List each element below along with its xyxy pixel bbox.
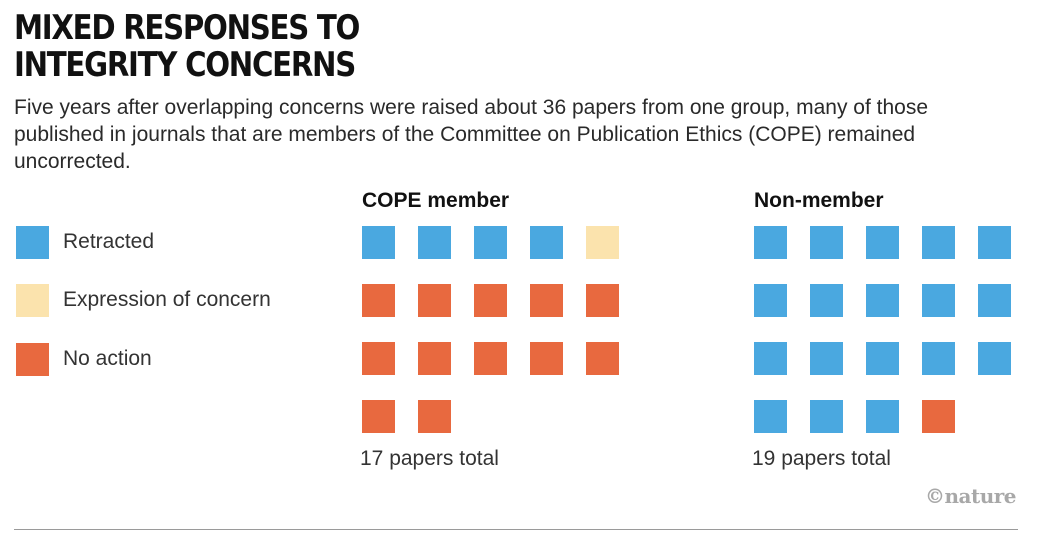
- waffle-square-retracted: [754, 342, 787, 375]
- legend-swatch-no-action: [16, 343, 49, 376]
- waffle-square-retracted: [810, 226, 843, 259]
- waffle-square-retracted: [866, 226, 899, 259]
- bottom-divider: [14, 529, 1018, 530]
- waffle-square-retracted: [866, 342, 899, 375]
- waffle-cope-member: [362, 226, 622, 436]
- panel-title-non-member: Non-member: [754, 189, 884, 212]
- panel-title-cope-member: COPE member: [362, 189, 510, 212]
- waffle-square-no-action: [530, 284, 563, 317]
- nature-credit: ©nature: [924, 484, 1017, 508]
- legend-label-no-action: No action: [63, 347, 152, 370]
- waffle-square-retracted: [754, 284, 787, 317]
- legend-swatch-expression-of-concern: [16, 284, 49, 317]
- waffle-square-retracted: [978, 226, 1011, 259]
- waffle-square-no-action: [922, 400, 955, 433]
- chart-subtitle: Five years after overlapping concerns we…: [14, 96, 929, 173]
- waffle-square-retracted: [810, 400, 843, 433]
- waffle-square-retracted: [754, 400, 787, 433]
- waffle-square-no-action: [586, 342, 619, 375]
- waffle-square-no-action: [362, 342, 395, 375]
- waffle-square-retracted: [866, 284, 899, 317]
- waffle-square-retracted: [362, 226, 395, 259]
- panel-total-cope-member: 17 papers total: [360, 447, 499, 470]
- waffle-square-no-action: [530, 342, 563, 375]
- waffle-square-expression-of-concern: [586, 226, 619, 259]
- waffle-square-retracted: [922, 226, 955, 259]
- legend-swatch-retracted: [16, 226, 49, 259]
- waffle-square-no-action: [362, 400, 395, 433]
- waffle-square-retracted: [810, 342, 843, 375]
- waffle-square-retracted: [418, 226, 451, 259]
- waffle-square-retracted: [810, 284, 843, 317]
- waffle-square-retracted: [754, 226, 787, 259]
- waffle-square-no-action: [418, 342, 451, 375]
- waffle-square-retracted: [978, 284, 1011, 317]
- waffle-square-retracted: [922, 284, 955, 317]
- waffle-square-no-action: [474, 284, 507, 317]
- waffle-square-retracted: [530, 226, 563, 259]
- waffle-square-retracted: [978, 342, 1011, 375]
- waffle-square-no-action: [586, 284, 619, 317]
- waffle-square-no-action: [362, 284, 395, 317]
- waffle-square-no-action: [418, 284, 451, 317]
- waffle-non-member: [754, 226, 1014, 436]
- waffle-square-retracted: [866, 400, 899, 433]
- legend-label-expression-of-concern: Expression of concern: [63, 288, 271, 311]
- waffle-square-retracted: [474, 226, 507, 259]
- panel-total-non-member: 19 papers total: [752, 447, 891, 470]
- waffle-square-no-action: [418, 400, 451, 433]
- legend-label-retracted: Retracted: [63, 230, 155, 253]
- waffle-square-no-action: [474, 342, 507, 375]
- chart-title: MIXED RESPONSES TO INTEGRITY CONCERNS: [14, 8, 360, 85]
- waffle-square-retracted: [922, 342, 955, 375]
